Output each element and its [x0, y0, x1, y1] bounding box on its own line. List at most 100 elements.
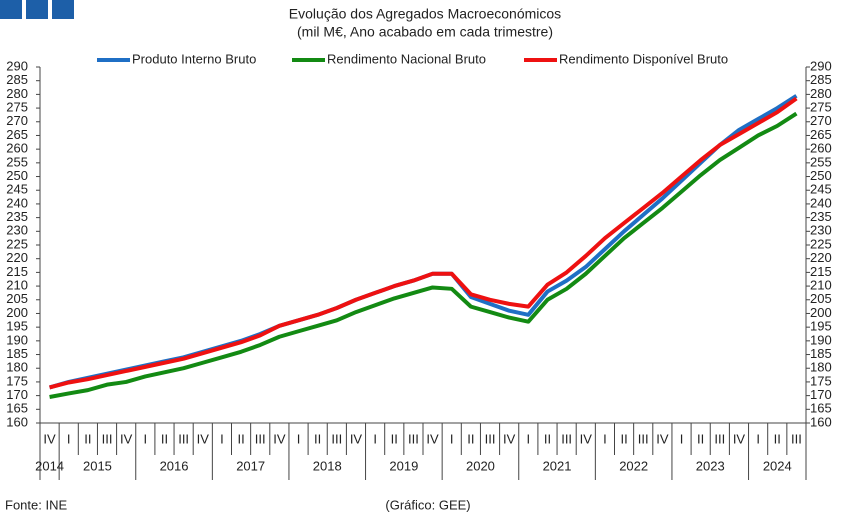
x-tick-label: II	[697, 431, 704, 446]
y2-tick-label: 215	[810, 264, 832, 279]
x-tick-label: III	[638, 431, 649, 446]
y-tick-label: 165	[6, 401, 28, 416]
x-tick-label: IV	[350, 431, 363, 446]
x-tick-label: III	[102, 431, 113, 446]
x-group-label: 2023	[696, 458, 725, 473]
y2-tick-label: 200	[810, 305, 832, 320]
x-tick-label: IV	[580, 431, 593, 446]
series-line	[49, 94, 798, 390]
y2-tick-label: 255	[810, 154, 832, 169]
x-tick-label: III	[485, 431, 496, 446]
x-group-label: 2018	[313, 458, 342, 473]
x-tick-label: IV	[120, 431, 133, 446]
x-tick-label: I	[527, 431, 531, 446]
y2-tick-label: 160	[810, 414, 832, 429]
y2-tick-label: 180	[810, 360, 832, 375]
y2-tick-label: 230	[810, 223, 832, 238]
legend-label: Rendimento Nacional Bruto	[327, 51, 486, 66]
x-tick-label: I	[67, 431, 71, 446]
x-group-label: 2024	[763, 458, 792, 473]
y-tick-label: 270	[6, 113, 28, 128]
source: Fonte: INE	[5, 497, 67, 512]
x-tick-label: IV	[43, 431, 56, 446]
x-tick-label: I	[603, 431, 607, 446]
y-tick-label: 275	[6, 100, 28, 115]
y-tick-label: 220	[6, 250, 28, 265]
x-tick-label: I	[680, 431, 684, 446]
y2-tick-label: 185	[810, 346, 832, 361]
y2-tick-label: 265	[810, 127, 832, 142]
x-group-label: 2021	[543, 458, 572, 473]
y-tick-label: 230	[6, 223, 28, 238]
x-tick-label: IV	[426, 431, 439, 446]
x-tick-label: III	[331, 431, 342, 446]
x-group-label: 2022	[619, 458, 648, 473]
y-tick-label: 190	[6, 332, 28, 347]
y-tick-label: 240	[6, 195, 28, 210]
y2-tick-label: 270	[810, 113, 832, 128]
x-tick-label: II	[391, 431, 398, 446]
x-group-label: 2020	[466, 458, 495, 473]
y-tick-label: 225	[6, 236, 28, 251]
y2-tick-label: 240	[810, 195, 832, 210]
y-tick-label: 250	[6, 168, 28, 183]
y2-tick-label: 165	[810, 401, 832, 416]
x-tick-label: III	[178, 431, 189, 446]
x-tick-label: II	[467, 431, 474, 446]
chart-subtitle: (mil M€, Ano acabado em cada trimestre)	[297, 24, 553, 40]
y-tick-label: 235	[6, 209, 28, 224]
x-tick-label: II	[314, 431, 321, 446]
y2-tick-label: 235	[810, 209, 832, 224]
x-tick-label: IV	[656, 431, 669, 446]
x-tick-label: I	[756, 431, 760, 446]
x-tick-label: IV	[197, 431, 210, 446]
x-tick-label: II	[544, 431, 551, 446]
logo-block	[0, 0, 22, 19]
y2-tick-label: 290	[810, 58, 832, 73]
x-tick-label: III	[714, 431, 725, 446]
x-group-label: 2016	[160, 458, 189, 473]
x-tick-label: II	[237, 431, 244, 446]
series-line	[49, 96, 798, 390]
y2-tick-label: 250	[810, 168, 832, 183]
x-tick-label: II	[84, 431, 91, 446]
y-tick-label: 265	[6, 127, 28, 142]
y2-tick-label: 205	[810, 291, 832, 306]
x-tick-label: III	[255, 431, 266, 446]
x-tick-label: II	[774, 431, 781, 446]
x-group-label: 2015	[83, 458, 112, 473]
y-tick-label: 185	[6, 346, 28, 361]
x-tick-label: II	[161, 431, 168, 446]
logo-block	[26, 0, 48, 19]
x-tick-label: I	[297, 431, 301, 446]
y-tick-label: 290	[6, 58, 28, 73]
x-tick-label: I	[373, 431, 377, 446]
x-group-label: 2014	[35, 458, 64, 473]
x-tick-label: IV	[733, 431, 746, 446]
y2-tick-label: 195	[810, 319, 832, 334]
series-line	[49, 111, 798, 399]
x-tick-label: II	[620, 431, 627, 446]
logo-block	[52, 0, 74, 19]
y-tick-label: 195	[6, 319, 28, 334]
x-tick-label: I	[144, 431, 148, 446]
x-tick-label: IV	[503, 431, 516, 446]
y-tick-label: 160	[6, 414, 28, 429]
y-tick-label: 280	[6, 86, 28, 101]
legend-label: Rendimento Disponível Bruto	[559, 51, 728, 66]
y-tick-label: 200	[6, 305, 28, 320]
x-tick-label: I	[450, 431, 454, 446]
y2-tick-label: 245	[810, 182, 832, 197]
y-tick-label: 245	[6, 182, 28, 197]
y-tick-label: 255	[6, 154, 28, 169]
legend-label: Produto Interno Bruto	[132, 51, 256, 66]
y2-tick-label: 175	[810, 373, 832, 388]
y-tick-label: 175	[6, 373, 28, 388]
y-tick-label: 180	[6, 360, 28, 375]
y2-tick-label: 280	[810, 86, 832, 101]
x-tick-label: I	[220, 431, 224, 446]
chart-title: Evolução dos Agregados Macroeconómicos	[289, 6, 561, 22]
y2-tick-label: 170	[810, 387, 832, 402]
y2-tick-label: 260	[810, 141, 832, 156]
y2-tick-label: 225	[810, 236, 832, 251]
